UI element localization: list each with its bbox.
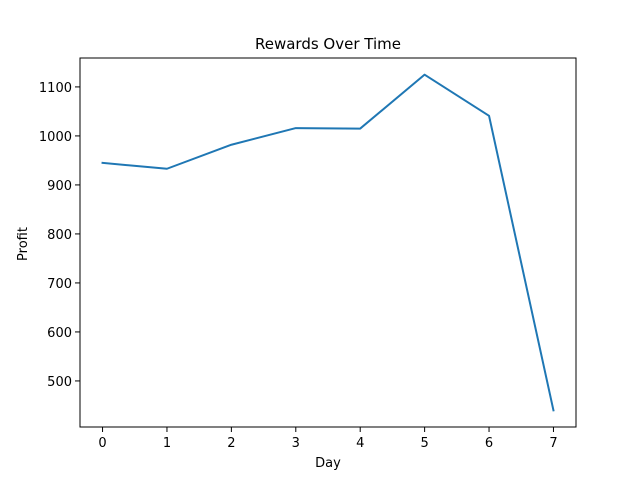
chart-title: Rewards Over Time bbox=[255, 35, 401, 53]
x-tick-label: 1 bbox=[163, 436, 171, 451]
plot-area: 0 1 2 3 4 5 6 7 500 600 700 800 900 1000 1100 bbox=[39, 57, 577, 451]
axes-frame bbox=[79, 57, 577, 428]
x-tick-label: 2 bbox=[227, 436, 235, 451]
x-axis-label: Day bbox=[315, 456, 341, 471]
y-tick-label: 900 bbox=[47, 179, 72, 194]
y-tick-label: 1100 bbox=[39, 81, 72, 96]
x-tick-label: 3 bbox=[292, 436, 300, 451]
x-tick-label: 5 bbox=[420, 436, 428, 451]
y-tick-label: 500 bbox=[47, 375, 72, 390]
y-axis-label: Profit bbox=[16, 227, 31, 261]
x-tick-label: 7 bbox=[549, 436, 557, 451]
y-tick-label: 700 bbox=[47, 277, 72, 292]
y-tick-label: 800 bbox=[47, 228, 72, 243]
x-tick-label: 4 bbox=[356, 436, 364, 451]
series-line-0 bbox=[101, 73, 555, 412]
x-tick-label: 6 bbox=[485, 436, 493, 451]
y-tick-label: 1000 bbox=[39, 130, 72, 145]
x-tick-label: 0 bbox=[98, 436, 106, 451]
y-tick-label: 600 bbox=[47, 326, 72, 341]
